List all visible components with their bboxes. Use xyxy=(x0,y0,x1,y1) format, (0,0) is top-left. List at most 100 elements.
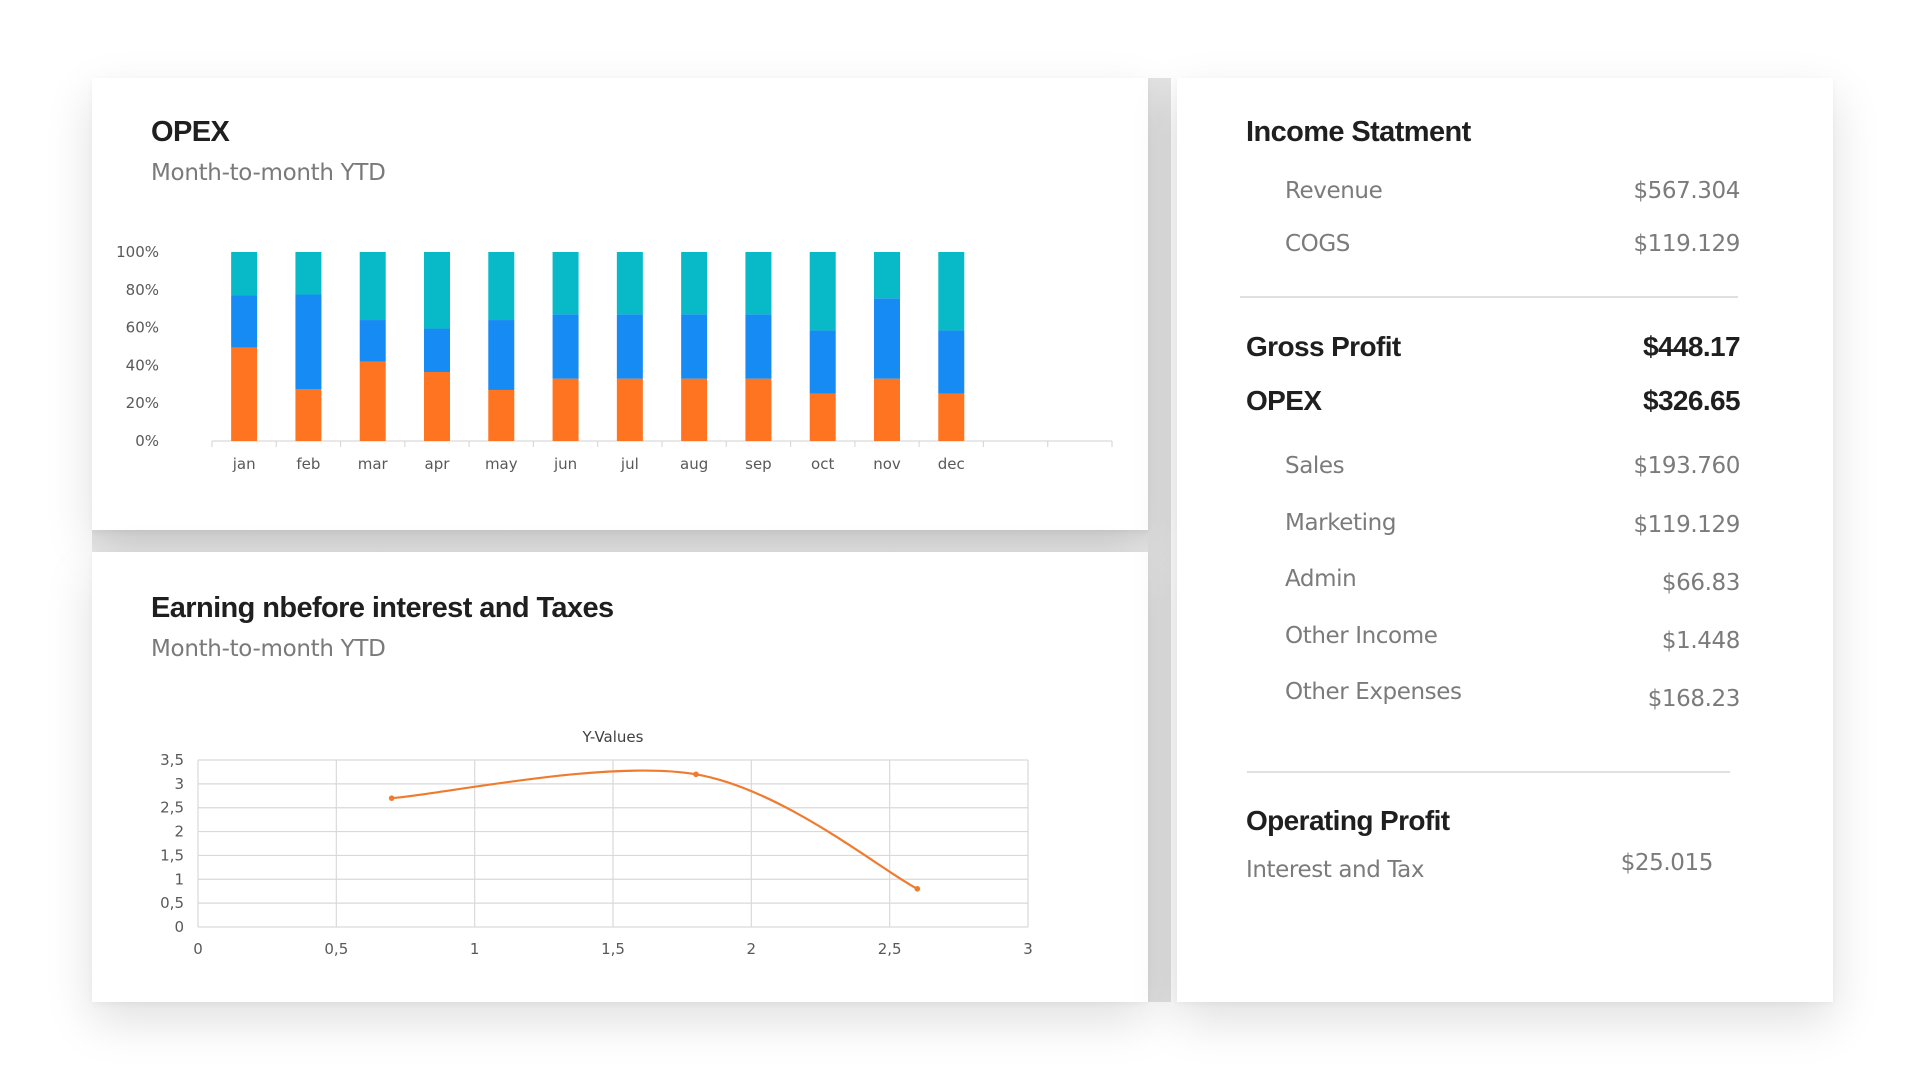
opex-card: OPEX Month-to-month YTD 0% 20% 40% 60% 80% 10… xyxy=(92,78,1148,530)
scatter-chart-title: Y-Values xyxy=(582,728,644,746)
bar-segment xyxy=(295,252,322,295)
cogs-row: COGS $119.129 xyxy=(1177,231,1833,271)
bar-segment xyxy=(874,298,900,379)
x-tick-label: 2,5 xyxy=(878,940,902,958)
sales-row: Sales $193.760 xyxy=(1177,453,1833,493)
y-tick-label: 20% xyxy=(126,394,159,412)
x-tick-label: 1,5 xyxy=(601,940,625,958)
data-point xyxy=(693,771,699,778)
bar-segment xyxy=(231,347,258,441)
y-tick-label: 2,5 xyxy=(160,799,184,817)
income-statement-title: Income Statment xyxy=(1246,116,1471,148)
bar-segment xyxy=(424,252,450,329)
operating-profit-label: Operating Profit xyxy=(1246,805,1450,836)
y-tick-label: 60% xyxy=(126,319,159,337)
x-tick-label: 1 xyxy=(470,940,480,958)
interest-tax-label: Interest and Tax xyxy=(1246,857,1425,883)
bar-segment xyxy=(359,320,386,362)
data-point xyxy=(388,795,395,801)
x-tick-label: apr xyxy=(425,455,451,473)
interest-tax-value: $25.015 xyxy=(1620,850,1714,876)
divider xyxy=(1240,296,1738,298)
ebit-card: Earning nbefore interest and Taxes Month… xyxy=(92,552,1148,1002)
x-tick-label: dec xyxy=(938,455,965,473)
bar-segment xyxy=(938,393,965,441)
x-tick-label: nov xyxy=(873,455,901,473)
x-tick-label: 2 xyxy=(747,940,757,958)
bar-segment xyxy=(938,330,965,394)
bar-segment xyxy=(488,389,515,441)
y-tick-label: 100% xyxy=(116,243,159,261)
y-tick-label: 3 xyxy=(174,775,184,793)
card-gap-shadow xyxy=(92,530,1148,552)
gross-profit-row: Gross Profit $448.17 xyxy=(1177,331,1833,371)
card-gap-shadow xyxy=(1148,78,1171,1002)
bar-segment xyxy=(424,372,450,441)
bar-segment xyxy=(874,252,900,299)
cogs-value: $119.129 xyxy=(1633,231,1740,257)
other-income-row: Other Income $1.448 xyxy=(1177,623,1833,663)
x-tick-label: aug xyxy=(680,455,708,473)
admin-row: Admin $66.83 xyxy=(1177,566,1833,606)
bar-segment xyxy=(359,361,386,441)
y-tick-label: 0,5 xyxy=(160,894,184,912)
interest-tax-row: Interest and Tax $25.015 xyxy=(1177,850,1833,897)
gross-profit-value: $448.17 xyxy=(1642,331,1741,362)
bar-segment xyxy=(488,252,515,321)
bar-segment xyxy=(552,378,579,441)
data-point xyxy=(914,886,921,892)
opex-row: OPEX $326.65 xyxy=(1177,385,1833,425)
y-tick-label: 1 xyxy=(174,870,184,888)
income-statement-card: Income Statment Revenue $567.304 COGS $1… xyxy=(1177,78,1833,1002)
y-tick-label: 3,5 xyxy=(160,751,184,769)
sales-label: Sales xyxy=(1285,453,1345,479)
bar-segment xyxy=(681,378,708,441)
x-tick-label: 0,5 xyxy=(324,940,348,958)
x-tick-label: 0 xyxy=(193,940,203,958)
opex-title: OPEX xyxy=(151,116,230,148)
bar-segment xyxy=(745,378,772,441)
y-tick-label: 0 xyxy=(174,918,184,936)
bar-segment xyxy=(231,252,258,296)
x-tick-label: 3 xyxy=(1023,940,1033,958)
bar-segment xyxy=(938,252,965,331)
other-expenses-row: Other Expenses $168.23 xyxy=(1177,679,1833,719)
marketing-row: Marketing $119.129 xyxy=(1177,510,1833,550)
admin-value: $66.83 xyxy=(1661,570,1740,596)
bar-segment xyxy=(488,320,515,390)
y-tick-label: 40% xyxy=(126,356,159,374)
x-tick-label: jan xyxy=(232,455,256,473)
gross-profit-label: Gross Profit xyxy=(1246,331,1401,362)
y-tick-label: 2 xyxy=(174,823,184,841)
other-income-value: $1.448 xyxy=(1661,628,1740,654)
other-expenses-value: $168.23 xyxy=(1647,686,1741,712)
other-expenses-label: Other Expenses xyxy=(1285,679,1462,705)
bar-segment xyxy=(552,252,579,315)
bar-segment xyxy=(874,378,900,441)
x-tick-label: sep xyxy=(745,455,772,473)
series-line xyxy=(391,769,918,890)
revenue-label: Revenue xyxy=(1285,178,1383,204)
other-income-label: Other Income xyxy=(1285,623,1438,649)
bar-segment xyxy=(359,252,386,321)
x-tick-label: oct xyxy=(811,455,834,473)
revenue-value: $567.304 xyxy=(1633,178,1740,204)
y-tick-label: 1,5 xyxy=(160,846,184,864)
bar-segment xyxy=(295,389,322,441)
bar-segment xyxy=(809,330,836,394)
ebit-title: Earning nbefore interest and Taxes xyxy=(151,592,614,624)
ebit-scatter-chart: Y-Values 0 0,5 1 1,5 2 2,5 3 3,5 0 0,5 1 1,5 2 2,5 3 xyxy=(160,728,1033,958)
marketing-label: Marketing xyxy=(1285,510,1397,536)
opex-value: $326.65 xyxy=(1642,385,1741,416)
bar-segment xyxy=(231,295,258,348)
bar-segment xyxy=(295,294,322,390)
sales-value: $193.760 xyxy=(1633,453,1740,479)
revenue-row: Revenue $567.304 xyxy=(1177,178,1833,218)
bar-segment xyxy=(424,328,450,373)
marketing-value: $119.129 xyxy=(1633,512,1740,538)
bar-segment xyxy=(552,314,579,379)
y-tick-label: 0% xyxy=(135,432,159,450)
bar-segment xyxy=(616,252,643,315)
bar-segment xyxy=(809,393,836,441)
x-tick-label: jun xyxy=(553,455,577,473)
